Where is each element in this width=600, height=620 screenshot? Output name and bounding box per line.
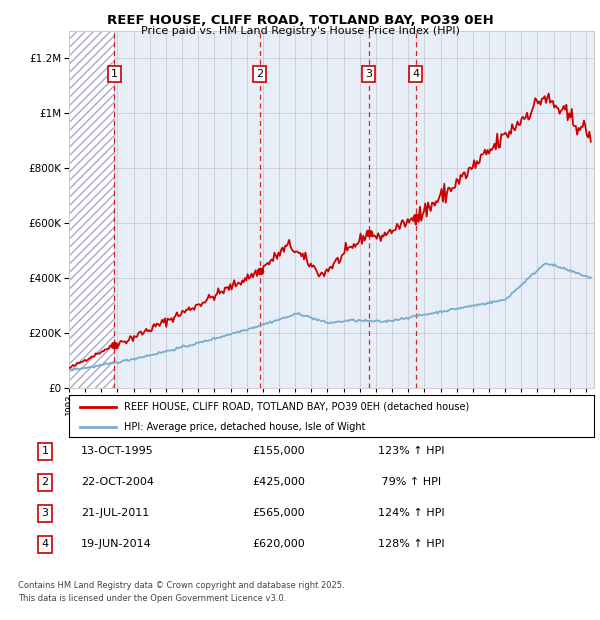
Text: 128% ↑ HPI: 128% ↑ HPI — [378, 539, 445, 549]
Text: 22-OCT-2004: 22-OCT-2004 — [81, 477, 154, 487]
Text: REEF HOUSE, CLIFF ROAD, TOTLAND BAY, PO39 0EH (detached house): REEF HOUSE, CLIFF ROAD, TOTLAND BAY, PO3… — [124, 402, 469, 412]
Text: 19-JUN-2014: 19-JUN-2014 — [81, 539, 152, 549]
Text: 3: 3 — [365, 69, 372, 79]
Text: Price paid vs. HM Land Registry's House Price Index (HPI): Price paid vs. HM Land Registry's House … — [140, 26, 460, 36]
Text: £565,000: £565,000 — [252, 508, 305, 518]
Text: £425,000: £425,000 — [252, 477, 305, 487]
Text: 3: 3 — [41, 508, 49, 518]
Text: 123% ↑ HPI: 123% ↑ HPI — [378, 446, 445, 456]
Text: £155,000: £155,000 — [252, 446, 305, 456]
Text: 4: 4 — [412, 69, 419, 79]
Text: This data is licensed under the Open Government Licence v3.0.: This data is licensed under the Open Gov… — [18, 593, 286, 603]
Text: 2: 2 — [41, 477, 49, 487]
Text: 79% ↑ HPI: 79% ↑ HPI — [378, 477, 441, 487]
Text: HPI: Average price, detached house, Isle of Wight: HPI: Average price, detached house, Isle… — [124, 422, 365, 432]
Text: 1: 1 — [111, 69, 118, 79]
Text: 13-OCT-1995: 13-OCT-1995 — [81, 446, 154, 456]
Text: 2: 2 — [256, 69, 263, 79]
Text: REEF HOUSE, CLIFF ROAD, TOTLAND BAY, PO39 0EH: REEF HOUSE, CLIFF ROAD, TOTLAND BAY, PO3… — [107, 14, 493, 27]
Text: £620,000: £620,000 — [252, 539, 305, 549]
Text: 1: 1 — [41, 446, 49, 456]
Text: 124% ↑ HPI: 124% ↑ HPI — [378, 508, 445, 518]
Text: Contains HM Land Registry data © Crown copyright and database right 2025.: Contains HM Land Registry data © Crown c… — [18, 581, 344, 590]
Text: 4: 4 — [41, 539, 49, 549]
Text: 21-JUL-2011: 21-JUL-2011 — [81, 508, 149, 518]
